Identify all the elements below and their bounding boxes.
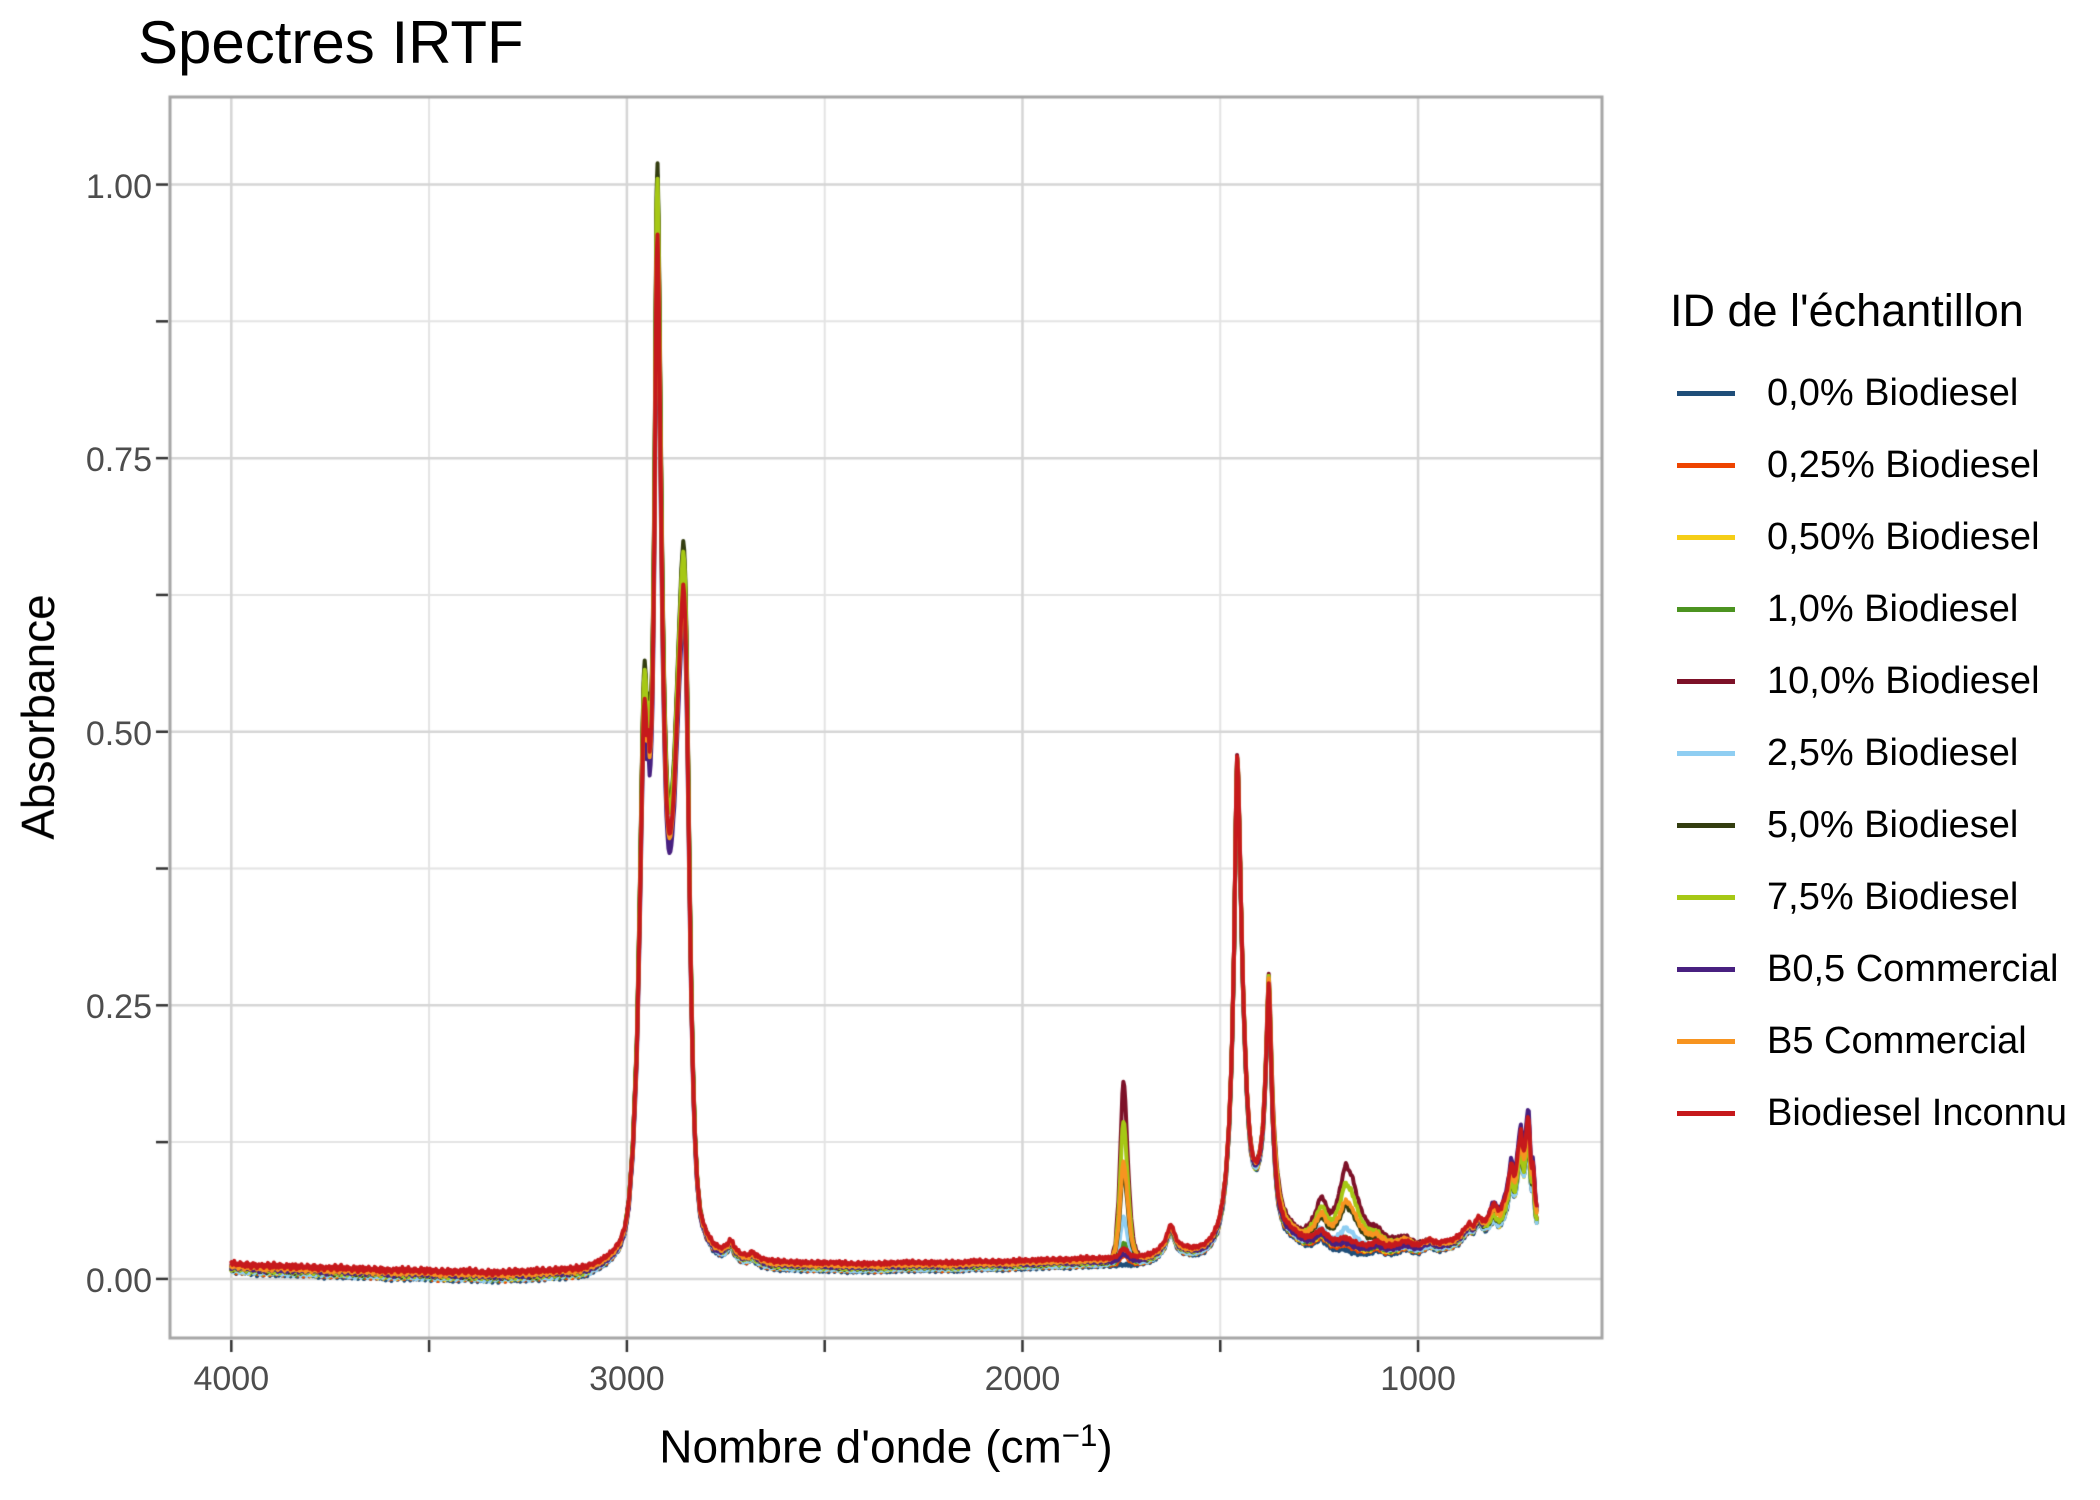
y-tick-label-0.50: 0.50 (85, 714, 152, 753)
legend-item-label: 1,0% Biodiesel (1767, 588, 2019, 630)
legend-key-line (1677, 535, 1735, 540)
legend-item-label: 7,5% Biodiesel (1767, 876, 2019, 918)
y-tick-label-1.00: 1.00 (85, 167, 152, 206)
legend-item-label: 5,0% Biodiesel (1767, 804, 2019, 846)
legend-key-line (1677, 679, 1735, 684)
x-axis-title-superscript: −1 (1061, 1418, 1098, 1453)
legend-item-label: B5 Commercial (1767, 1020, 2027, 1062)
legend-key-line (1677, 463, 1735, 468)
legend-item-label: 10,0% Biodiesel (1767, 660, 2040, 702)
x-tick-label-3000: 3000 (589, 1360, 665, 1398)
x-tick-label-4000: 4000 (193, 1360, 270, 1398)
legend-item-label: 2,5% Biodiesel (1767, 732, 2019, 774)
x-axis-title-close: ) (1097, 1420, 1113, 1473)
legend-key-line (1677, 1039, 1735, 1044)
legend-key-line (1677, 751, 1735, 756)
legend-item-label: 0,25% Biodiesel (1767, 444, 2040, 486)
plot-panel (170, 97, 1602, 1338)
y-tick-label-0.00: 0.00 (85, 1261, 152, 1300)
legend-key-line (1677, 895, 1735, 900)
legend-item-label: B0,5 Commercial (1767, 948, 2059, 990)
legend-item-label: Biodiesel Inconnu (1767, 1092, 2067, 1134)
x-tick-label-2000: 2000 (984, 1360, 1061, 1398)
legend: ID de l'échantillon 0,0% Biodiesel 0,25% … (1670, 285, 2090, 1133)
legend-item-label: 0,0% Biodiesel (1767, 372, 2019, 414)
legend-key-line (1677, 391, 1735, 396)
legend-key-line (1677, 1111, 1735, 1116)
y-tick-label-0.25: 0.25 (85, 988, 152, 1027)
legend-key-line (1677, 823, 1735, 828)
legend-title: ID de l'échantillon (1670, 285, 2024, 336)
legend-key-line (1677, 967, 1735, 972)
x-axis-title: Nombre d'onde (cm−1) (659, 1418, 1112, 1473)
x-axis-title-text: Nombre d'onde (cm (659, 1420, 1062, 1473)
legend-key-line (1677, 607, 1735, 612)
legend-item-label: 0,50% Biodiesel (1767, 516, 2040, 558)
chart-title: Spectres IRTF (138, 9, 524, 76)
y-tick-label-0.75: 0.75 (85, 441, 152, 480)
x-tick-label-1000: 1000 (1380, 1360, 1456, 1398)
